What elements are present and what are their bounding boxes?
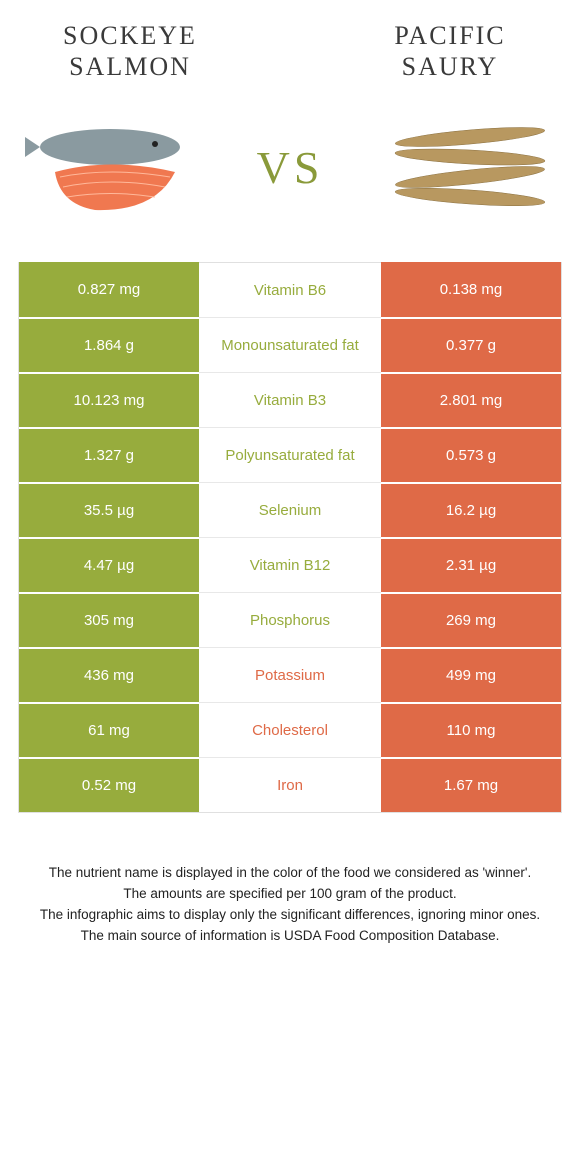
table-row: 61 mgCholesterol110 mg	[19, 702, 561, 757]
left-value-cell: 35.5 µg	[19, 482, 199, 537]
images-row: VS	[0, 112, 580, 222]
nutrient-name-cell: Cholesterol	[199, 702, 381, 757]
footer-notes: The nutrient name is displayed in the co…	[0, 863, 580, 947]
right-value-cell: 110 mg	[381, 702, 561, 757]
right-value-cell: 269 mg	[381, 592, 561, 647]
left-value-cell: 10.123 mg	[19, 372, 199, 427]
table-row: 0.52 mgIron1.67 mg	[19, 757, 561, 812]
right-value-cell: 0.138 mg	[381, 262, 561, 317]
right-value-cell: 2.801 mg	[381, 372, 561, 427]
table-row: 0.827 mgVitamin B60.138 mg	[19, 262, 561, 317]
right-value-cell: 2.31 µg	[381, 537, 561, 592]
left-food-title: SOCKEYE SALMON	[30, 20, 230, 82]
left-value-cell: 436 mg	[19, 647, 199, 702]
right-value-cell: 0.377 g	[381, 317, 561, 372]
footer-line-3: The infographic aims to display only the…	[30, 905, 550, 926]
nutrient-name-cell: Monounsaturated fat	[199, 317, 381, 372]
left-value-cell: 4.47 µg	[19, 537, 199, 592]
nutrient-name-cell: Polyunsaturated fat	[199, 427, 381, 482]
table-row: 436 mgPotassium499 mg	[19, 647, 561, 702]
left-value-cell: 1.864 g	[19, 317, 199, 372]
left-value-cell: 305 mg	[19, 592, 199, 647]
right-value-cell: 1.67 mg	[381, 757, 561, 812]
right-value-cell: 0.573 g	[381, 427, 561, 482]
nutrient-name-cell: Iron	[199, 757, 381, 812]
table-row: 35.5 µgSelenium16.2 µg	[19, 482, 561, 537]
saury-image	[385, 112, 555, 222]
table-row: 1.327 gPolyunsaturated fat0.573 g	[19, 427, 561, 482]
left-value-cell: 0.52 mg	[19, 757, 199, 812]
header-row: SOCKEYE SALMON PACIFIC SAURY	[0, 20, 580, 82]
footer-line-1: The nutrient name is displayed in the co…	[30, 863, 550, 884]
salmon-image	[25, 112, 195, 222]
left-value-cell: 1.327 g	[19, 427, 199, 482]
left-value-cell: 0.827 mg	[19, 262, 199, 317]
right-value-cell: 499 mg	[381, 647, 561, 702]
nutrient-name-cell: Potassium	[199, 647, 381, 702]
nutrient-name-cell: Phosphorus	[199, 592, 381, 647]
right-value-cell: 16.2 µg	[381, 482, 561, 537]
nutrient-name-cell: Selenium	[199, 482, 381, 537]
nutrient-name-cell: Vitamin B6	[199, 262, 381, 317]
comparison-table: 0.827 mgVitamin B60.138 mg1.864 gMonouns…	[18, 262, 562, 813]
footer-line-4: The main source of information is USDA F…	[30, 926, 550, 947]
footer-line-2: The amounts are specified per 100 gram o…	[30, 884, 550, 905]
nutrient-name-cell: Vitamin B3	[199, 372, 381, 427]
table-row: 4.47 µgVitamin B122.31 µg	[19, 537, 561, 592]
table-row: 1.864 gMonounsaturated fat0.377 g	[19, 317, 561, 372]
table-row: 10.123 mgVitamin B32.801 mg	[19, 372, 561, 427]
left-value-cell: 61 mg	[19, 702, 199, 757]
table-row: 305 mgPhosphorus269 mg	[19, 592, 561, 647]
right-food-title: PACIFIC SAURY	[350, 20, 550, 82]
vs-label: VS	[257, 141, 324, 194]
nutrient-name-cell: Vitamin B12	[199, 537, 381, 592]
